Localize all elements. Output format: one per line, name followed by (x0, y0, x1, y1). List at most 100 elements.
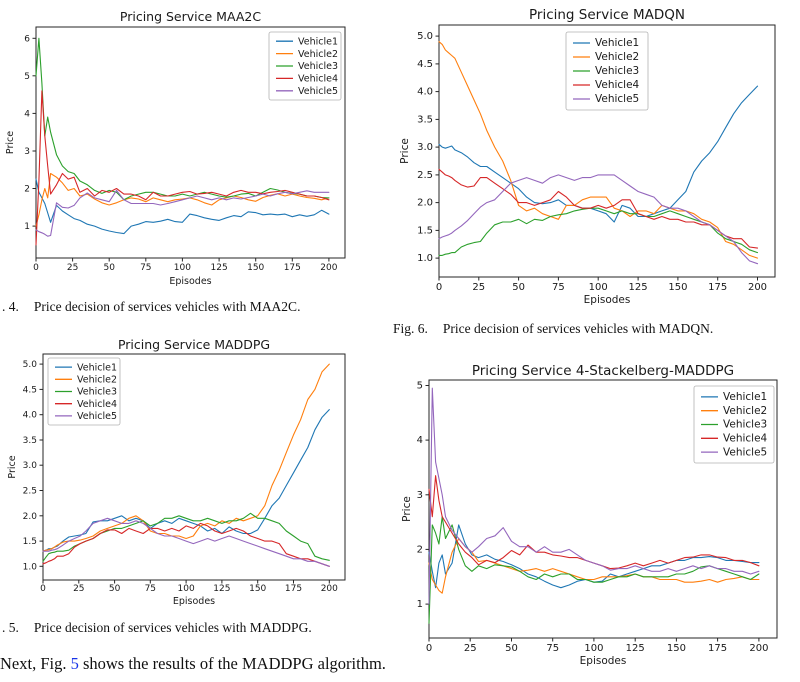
x-axis-ticks: 0 25 50 75 100 125 150 175 200 (426, 638, 768, 654)
x-tick-label: 200 (749, 643, 768, 654)
y-tick-label: 1.0 (23, 562, 38, 572)
x-tick-label: 50 (103, 263, 115, 273)
series-line-vehicle5 (438, 174, 759, 265)
x-tick-label: 100 (589, 282, 608, 293)
y-tick-label: 1.5 (23, 537, 37, 547)
plot-border (35, 26, 346, 259)
legend-label-vehicle3: Vehicle3 (595, 65, 639, 77)
x-tick-label: 200 (320, 263, 337, 273)
x-tick-label: 0 (40, 584, 46, 594)
y-tick-label: 5.0 (417, 31, 433, 42)
madqn-chart-svg: 1.0 1.5 2.0 2.5 3.0 3.5 4.0 4.5 5.0 0 25 50 75 100 125… (399, 7, 776, 306)
caption-fig5-label: . 5. (2, 620, 19, 635)
series-line-vehicle5 (35, 189, 330, 237)
legend-label-vehicle2: Vehicle2 (723, 405, 767, 417)
y-tick-label: 3.5 (417, 114, 433, 125)
legend-label-vehicle2: Vehicle2 (77, 375, 117, 386)
y-tick-label: 5.0 (23, 360, 38, 370)
y-tick-label: 4 (24, 109, 30, 119)
x-tick-label: 0 (426, 643, 432, 654)
legend-box (268, 31, 342, 101)
body-text-after: shows the results of the MADDPG algorith… (78, 654, 386, 673)
series-line-vehicle3 (42, 512, 330, 562)
chart-madqn-figure: 1.0 1.5 2.0 2.5 3.0 3.5 4.0 4.5 5.0 0 25 50 75 100 125… (388, 0, 800, 312)
x-tick-label: 125 (629, 282, 648, 293)
legend-label-vehicle1: Vehicle1 (298, 36, 338, 47)
series-line-vehicle1 (35, 178, 330, 235)
caption-fig6-text: Price decision of services vehicles with… (442, 321, 714, 336)
chart-title: Pricing Service MAA2C (120, 9, 261, 24)
maddpg-chart-svg: 1.0 1.5 2.0 2.5 3.0 3.5 4.0 4.5 5.0 0 25 50 75 100 125… (7, 337, 346, 607)
x-tick-label: 75 (546, 643, 559, 654)
series-line-vehicle4 (35, 90, 330, 246)
x-tick-label: 25 (73, 584, 84, 594)
y-axis-label: Price (7, 455, 18, 478)
figure-5-link[interactable]: 5 (70, 654, 79, 673)
x-tick-label: 150 (247, 263, 264, 273)
y-tick-label: 4.5 (23, 385, 37, 395)
y-tick-label: 4.0 (417, 87, 433, 98)
caption-fig5: . 5. Price decision of services vehicles … (2, 620, 312, 636)
caption-fig4-label: . 4. (2, 299, 19, 314)
y-axis-ticks: 1.0 1.5 2.0 2.5 3.0 3.5 4.0 4.5 5.0 (23, 360, 43, 572)
y-tick-label: 2.0 (23, 512, 38, 522)
caption-fig5-text: Price decision of services vehicles with… (33, 620, 312, 635)
y-tick-label: 3.5 (23, 436, 37, 446)
legend-label-vehicle4: Vehicle4 (723, 433, 768, 445)
x-axis-label: Episodes (584, 294, 631, 306)
legend-label-vehicle2: Vehicle2 (298, 49, 338, 60)
legend-label-vehicle5: Vehicle5 (298, 86, 338, 97)
x-tick-label: 100 (178, 584, 195, 594)
x-tick-label: 0 (436, 282, 442, 293)
x-tick-label: 200 (321, 584, 338, 594)
legend-label-vehicle3: Vehicle3 (723, 419, 767, 431)
y-axis-label: Price (5, 131, 16, 154)
series-line-vehicle3 (428, 516, 760, 624)
legend-box (693, 385, 775, 464)
x-tick-label: 100 (584, 643, 603, 654)
y-tick-label: 1.5 (417, 225, 433, 236)
plot-border (438, 24, 776, 278)
x-tick-label: 50 (505, 643, 518, 654)
y-tick-label: 1 (24, 222, 30, 232)
y-tick-label: 4 (417, 435, 423, 446)
y-axis-label: Price (399, 138, 411, 164)
body-text-before: Next, Fig. (0, 654, 71, 673)
x-tick-label: 150 (667, 643, 686, 654)
series-line-vehicle5 (428, 387, 760, 605)
y-tick-label: 3 (24, 147, 30, 157)
chart-title: Pricing Service MADDPG (118, 337, 270, 352)
x-axis-ticks: 0 25 50 75 100 125 150 175 200 (40, 580, 338, 594)
legend-label-vehicle4: Vehicle4 (298, 74, 338, 85)
x-axis-label: Episodes (580, 655, 627, 667)
x-tick-label: 125 (626, 643, 645, 654)
caption-fig4-text: Price decision of services vehicles with… (33, 299, 301, 314)
x-tick-label: 125 (213, 584, 230, 594)
legend-label-vehicle3: Vehicle3 (298, 61, 338, 72)
series-line-vehicle5 (42, 517, 330, 567)
y-axis-ticks: 1 2 3 4 5 (417, 381, 429, 610)
y-axis-ticks: 1 2 3 4 5 6 (24, 34, 36, 232)
series-line-vehicle3 (438, 207, 759, 256)
series-line-vehicle4 (428, 475, 760, 570)
y-tick-label: 1 (417, 599, 423, 610)
y-tick-label: 5 (24, 72, 30, 82)
legend-label-vehicle5: Vehicle5 (723, 446, 767, 458)
x-tick-label: 175 (708, 282, 727, 293)
x-tick-label: 125 (211, 263, 228, 273)
y-axis-label: Price (401, 496, 413, 522)
series-line-vehicle1 (42, 409, 330, 552)
x-tick-label: 150 (668, 282, 687, 293)
body-paragraph: Next, Fig. 5 shows the results of the MA… (0, 654, 386, 674)
chart-maddpg-figure: 1.0 1.5 2.0 2.5 3.0 3.5 4.0 4.5 5.0 0 25 50 75 100 125… (0, 337, 356, 607)
x-axis-ticks: 0 25 50 75 100 125 150 175 200 (436, 277, 767, 293)
y-tick-label: 1.0 (417, 253, 433, 264)
x-tick-label: 200 (748, 282, 767, 293)
legend-label-vehicle1: Vehicle1 (77, 362, 117, 373)
legend-label-vehicle1: Vehicle1 (723, 391, 767, 403)
